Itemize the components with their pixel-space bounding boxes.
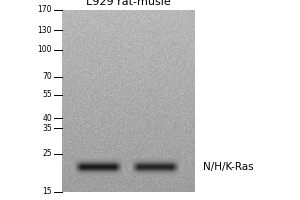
Text: 70: 70 — [42, 72, 52, 81]
Text: 15: 15 — [42, 188, 52, 196]
Text: 130: 130 — [38, 26, 52, 35]
Text: 55: 55 — [42, 90, 52, 99]
Text: 40: 40 — [42, 114, 52, 123]
Text: L929 rat-musle: L929 rat-musle — [86, 0, 171, 7]
Text: 100: 100 — [38, 45, 52, 54]
Text: 35: 35 — [42, 124, 52, 133]
Text: 170: 170 — [38, 5, 52, 15]
Text: 25: 25 — [42, 149, 52, 158]
Text: N/H/K-Ras: N/H/K-Ras — [203, 162, 254, 172]
